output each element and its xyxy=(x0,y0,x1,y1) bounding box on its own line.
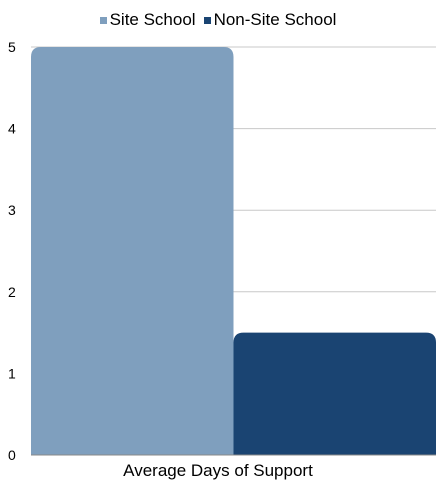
legend-item-site-school: Site School xyxy=(99,10,196,30)
y-tick-label: 5 xyxy=(8,39,16,55)
legend-swatch-site-school xyxy=(99,16,107,24)
bar-non-site-school xyxy=(233,332,436,455)
y-tick-label: 0 xyxy=(8,447,16,463)
legend-label-site-school: Site School xyxy=(109,10,196,29)
y-tick-label: 4 xyxy=(8,121,16,137)
chart-legend: Site School Non-Site School xyxy=(0,10,436,30)
legend-label-non-site-school: Non-Site School xyxy=(213,10,337,29)
x-axis-category-label: Average Days of Support xyxy=(123,461,313,480)
y-tick-label: 2 xyxy=(8,284,16,300)
legend-item-non-site-school: Non-Site School xyxy=(203,10,337,30)
bar-site-school xyxy=(31,47,234,455)
legend-swatch-non-site-school xyxy=(203,16,211,24)
y-tick-label: 3 xyxy=(8,202,16,218)
bars xyxy=(31,47,436,455)
y-tick-label: 1 xyxy=(8,365,16,381)
y-axis-ticks: 0 1 2 3 4 5 xyxy=(8,39,16,463)
